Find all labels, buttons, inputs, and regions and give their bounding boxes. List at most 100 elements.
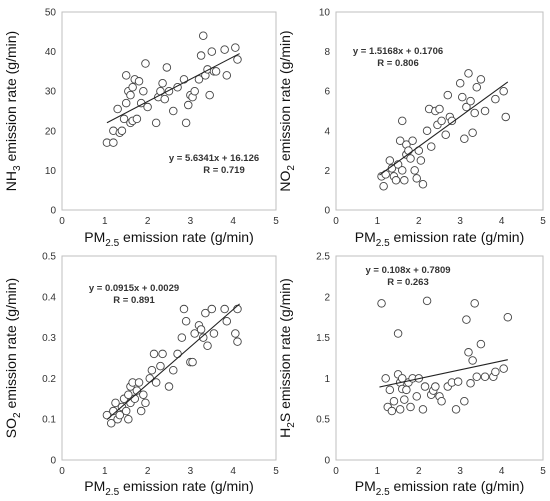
data-point xyxy=(468,356,477,365)
trendline xyxy=(106,53,240,124)
data-point xyxy=(198,333,208,342)
y-tick-label: 8 xyxy=(324,47,330,58)
data-point xyxy=(222,317,232,326)
data-point xyxy=(387,406,397,416)
data-point xyxy=(141,59,150,68)
y-tick-label: 0 xyxy=(324,206,330,217)
data-point xyxy=(468,128,477,138)
data-point xyxy=(106,419,116,428)
data-point xyxy=(121,71,131,80)
data-point xyxy=(231,43,240,52)
x-tick-label: 4 xyxy=(230,216,236,227)
data-point xyxy=(147,365,157,375)
data-point xyxy=(181,118,191,128)
data-point xyxy=(426,142,436,151)
x-tick-label: 2 xyxy=(145,216,151,227)
y-tick-label: 10 xyxy=(45,166,57,177)
data-point xyxy=(491,94,500,104)
data-point xyxy=(389,396,399,406)
data-point xyxy=(119,114,129,124)
data-point xyxy=(124,390,133,399)
x-axis-label: PM2.5 emission rate (g/min) xyxy=(355,478,525,498)
data-point xyxy=(462,102,471,112)
data-point xyxy=(460,134,469,143)
y-tick-label: 0.5 xyxy=(42,252,56,263)
y-tick-label: 6 xyxy=(324,87,330,98)
data-point xyxy=(134,77,144,86)
x-tick-label: 4 xyxy=(230,466,236,477)
data-point xyxy=(233,337,242,346)
data-point xyxy=(184,100,193,110)
data-point xyxy=(121,98,131,108)
data-point xyxy=(151,378,161,387)
y-tick-label: 20 xyxy=(45,126,57,137)
data-point xyxy=(393,329,403,338)
data-point xyxy=(136,406,146,416)
data-point xyxy=(406,154,415,163)
x-axis-label: PM2.5 emission rate (g/min) xyxy=(84,229,254,249)
data-point xyxy=(130,394,140,404)
data-point xyxy=(207,304,217,314)
y-tick-label: 1.5 xyxy=(316,333,330,344)
chart-panel-3: 0 1 2 3 4 5 0 0.1 0.2 0.3 0.4 0.5 y = 0.0915x + 0.00… xyxy=(3,252,279,499)
data-point xyxy=(431,382,440,391)
data-point xyxy=(151,118,161,128)
data-point xyxy=(109,138,118,147)
data-point xyxy=(177,333,187,342)
y-tick-label: 10 xyxy=(319,8,331,19)
trendline xyxy=(379,359,508,388)
data-point xyxy=(222,71,232,80)
data-point xyxy=(220,304,229,314)
data-point xyxy=(143,102,152,112)
data-point xyxy=(491,367,500,377)
x-tick-label: 0 xyxy=(59,466,65,477)
x-tick-label: 1 xyxy=(102,216,108,227)
data-point xyxy=(410,166,419,175)
data-point xyxy=(128,82,137,92)
x-tick-label: 5 xyxy=(273,466,279,477)
data-point xyxy=(207,47,217,56)
x-tick-label: 1 xyxy=(375,216,381,227)
data-point xyxy=(134,378,144,387)
x-axis-label: PM2.5 emission rate (g/min) xyxy=(355,229,525,249)
data-point xyxy=(391,176,401,185)
regression-equation: y = 5.6341x + 16.126 xyxy=(169,153,259,164)
data-point xyxy=(201,308,210,318)
plot-frame xyxy=(61,255,277,461)
data-point xyxy=(418,405,428,414)
data-point xyxy=(162,63,172,72)
x-tick-label: 2 xyxy=(416,216,422,227)
data-point xyxy=(205,90,214,100)
y-tick-label: 0.4 xyxy=(42,292,56,303)
data-point xyxy=(209,329,219,338)
data-point xyxy=(158,349,167,359)
y-tick-label: 0 xyxy=(324,456,330,467)
data-point xyxy=(476,75,486,84)
regression-equation: y = 0.0915x + 0.0029 xyxy=(89,283,179,294)
x-tick-label: 4 xyxy=(499,466,505,477)
data-point xyxy=(443,90,453,100)
data-point xyxy=(188,357,197,367)
data-point xyxy=(464,348,473,357)
data-point xyxy=(179,304,189,314)
data-point xyxy=(194,75,204,84)
data-point xyxy=(141,398,150,408)
data-point xyxy=(198,31,208,41)
y-tick-label: 50 xyxy=(45,8,57,19)
data-point xyxy=(453,377,463,386)
data-point xyxy=(117,126,127,136)
data-point xyxy=(472,372,482,382)
y-tick-label: 1 xyxy=(324,374,330,385)
data-point xyxy=(470,108,479,118)
data-point xyxy=(455,79,465,88)
data-point xyxy=(124,414,133,424)
y-tick-label: 0.2 xyxy=(42,374,56,385)
y-axis-label: NO2 emission rate (g/min) xyxy=(277,30,297,191)
data-point xyxy=(480,372,490,382)
y-tick-label: 0.3 xyxy=(42,333,56,344)
x-tick-label: 5 xyxy=(540,216,546,227)
data-point xyxy=(381,374,390,383)
